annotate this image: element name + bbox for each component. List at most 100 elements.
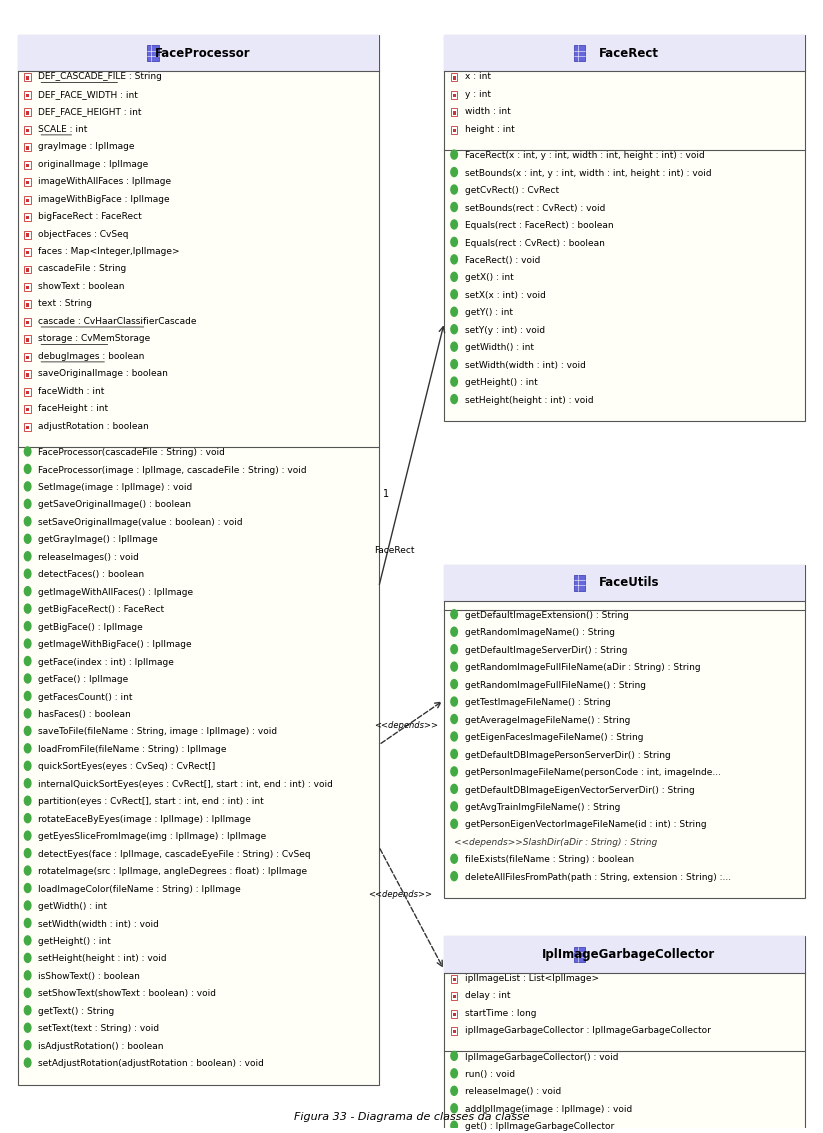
Circle shape (25, 1023, 31, 1032)
FancyBboxPatch shape (451, 109, 458, 117)
FancyBboxPatch shape (574, 45, 585, 61)
Circle shape (25, 500, 31, 509)
FancyBboxPatch shape (25, 335, 31, 343)
Circle shape (451, 749, 458, 758)
Text: FaceProcessor(image : IplImage, cascadeFile : String) : void: FaceProcessor(image : IplImage, cascadeF… (39, 466, 307, 475)
FancyBboxPatch shape (444, 564, 805, 898)
Text: iplImageList : List<IplImage>: iplImageList : List<IplImage> (465, 973, 599, 982)
Circle shape (451, 1122, 458, 1131)
Text: setBounds(rect : CvRect) : void: setBounds(rect : CvRect) : void (465, 204, 605, 213)
Text: getImageWithAllFaces() : IplImage: getImageWithAllFaces() : IplImage (39, 588, 193, 597)
FancyBboxPatch shape (453, 978, 456, 981)
Circle shape (25, 761, 31, 770)
Text: isAdjustRotation() : boolean: isAdjustRotation() : boolean (39, 1042, 164, 1050)
Circle shape (451, 1087, 458, 1096)
FancyBboxPatch shape (26, 286, 30, 289)
Circle shape (451, 342, 458, 351)
Text: getBigFace() : IplImage: getBigFace() : IplImage (39, 623, 143, 632)
FancyBboxPatch shape (26, 269, 30, 272)
FancyBboxPatch shape (26, 321, 30, 324)
Text: saveOriginalImage : boolean: saveOriginalImage : boolean (39, 369, 168, 378)
Text: setAdjustRotation(adjustRotation : boolean) : void: setAdjustRotation(adjustRotation : boole… (39, 1059, 264, 1068)
Circle shape (25, 884, 31, 893)
FancyBboxPatch shape (25, 300, 31, 308)
Circle shape (25, 901, 31, 910)
FancyBboxPatch shape (26, 391, 30, 394)
FancyBboxPatch shape (453, 111, 456, 114)
Circle shape (25, 465, 31, 474)
Text: startTime : long: startTime : long (465, 1008, 537, 1017)
FancyBboxPatch shape (26, 163, 30, 167)
FancyBboxPatch shape (26, 304, 30, 307)
Circle shape (25, 1041, 31, 1049)
Text: isShowText() : boolean: isShowText() : boolean (39, 972, 140, 981)
Circle shape (25, 988, 31, 997)
FancyBboxPatch shape (453, 1030, 456, 1033)
Text: loadImageColor(fileName : String) : IplImage: loadImageColor(fileName : String) : IplI… (39, 885, 241, 894)
Circle shape (25, 446, 31, 455)
Circle shape (451, 662, 458, 671)
FancyBboxPatch shape (26, 181, 30, 185)
Text: x : int: x : int (465, 73, 491, 82)
Text: bigFaceRect : FaceRect: bigFaceRect : FaceRect (39, 212, 142, 221)
Text: setHeight(height : int) : void: setHeight(height : int) : void (39, 954, 167, 963)
Circle shape (25, 482, 31, 491)
FancyBboxPatch shape (25, 91, 31, 99)
Text: <<depends>>: <<depends>> (374, 721, 439, 730)
FancyBboxPatch shape (25, 144, 31, 151)
Circle shape (451, 871, 458, 880)
FancyBboxPatch shape (18, 35, 379, 71)
Circle shape (25, 639, 31, 648)
Text: DEF_FACE_HEIGHT : int: DEF_FACE_HEIGHT : int (39, 108, 142, 117)
Circle shape (25, 1006, 31, 1015)
Circle shape (451, 359, 458, 368)
FancyBboxPatch shape (25, 387, 31, 395)
Circle shape (451, 203, 458, 212)
FancyBboxPatch shape (451, 74, 458, 82)
Text: getHeight() : int: getHeight() : int (39, 937, 111, 946)
Text: FaceRect: FaceRect (599, 46, 659, 60)
Circle shape (451, 325, 458, 334)
Text: objectFaces : CvSeq: objectFaces : CvSeq (39, 230, 128, 239)
FancyBboxPatch shape (25, 196, 31, 204)
Circle shape (25, 552, 31, 561)
FancyBboxPatch shape (444, 35, 805, 71)
Circle shape (451, 394, 458, 403)
FancyBboxPatch shape (26, 233, 30, 237)
FancyBboxPatch shape (25, 352, 31, 360)
Text: getWidth() : int: getWidth() : int (465, 343, 534, 352)
FancyBboxPatch shape (444, 35, 805, 421)
Text: Equals(rect : FaceRect) : boolean: Equals(rect : FaceRect) : boolean (465, 221, 613, 230)
Circle shape (25, 535, 31, 544)
Text: partition(eyes : CvRect[], start : int, end : int) : int: partition(eyes : CvRect[], start : int, … (39, 798, 264, 807)
FancyBboxPatch shape (25, 423, 31, 431)
Circle shape (25, 674, 31, 683)
FancyBboxPatch shape (26, 250, 30, 254)
FancyBboxPatch shape (26, 198, 30, 202)
Circle shape (451, 185, 458, 194)
Text: hasFaces() : boolean: hasFaces() : boolean (39, 710, 131, 719)
Text: rotateImage(src : IplImage, angleDegrees : float) : IplImage: rotateImage(src : IplImage, angleDegrees… (39, 867, 308, 876)
Circle shape (451, 168, 458, 177)
Circle shape (25, 656, 31, 665)
Text: setHeight(height : int) : void: setHeight(height : int) : void (465, 395, 593, 404)
Circle shape (25, 587, 31, 596)
Text: imageWithAllFaces : IplImage: imageWithAllFaces : IplImage (39, 177, 171, 186)
Text: grayImage : IplImage: grayImage : IplImage (39, 143, 135, 151)
Text: SCALE : int: SCALE : int (39, 125, 88, 134)
Circle shape (25, 919, 31, 928)
FancyBboxPatch shape (451, 126, 458, 134)
Circle shape (25, 744, 31, 752)
Text: getHeight() : int: getHeight() : int (465, 378, 537, 387)
FancyBboxPatch shape (25, 178, 31, 186)
Text: faceWidth : int: faceWidth : int (39, 386, 105, 395)
FancyBboxPatch shape (451, 91, 458, 99)
Text: getFace(index : int) : IplImage: getFace(index : int) : IplImage (39, 657, 174, 666)
FancyBboxPatch shape (26, 94, 30, 97)
FancyBboxPatch shape (453, 129, 456, 133)
Text: getEyesSliceFromImage(img : IplImage) : IplImage: getEyesSliceFromImage(img : IplImage) : … (39, 833, 267, 842)
Circle shape (451, 715, 458, 724)
Text: getDefaultDBImagePersonServerDir() : String: getDefaultDBImagePersonServerDir() : Str… (465, 750, 671, 759)
FancyBboxPatch shape (25, 231, 31, 239)
Text: debugImages : boolean: debugImages : boolean (39, 351, 145, 360)
